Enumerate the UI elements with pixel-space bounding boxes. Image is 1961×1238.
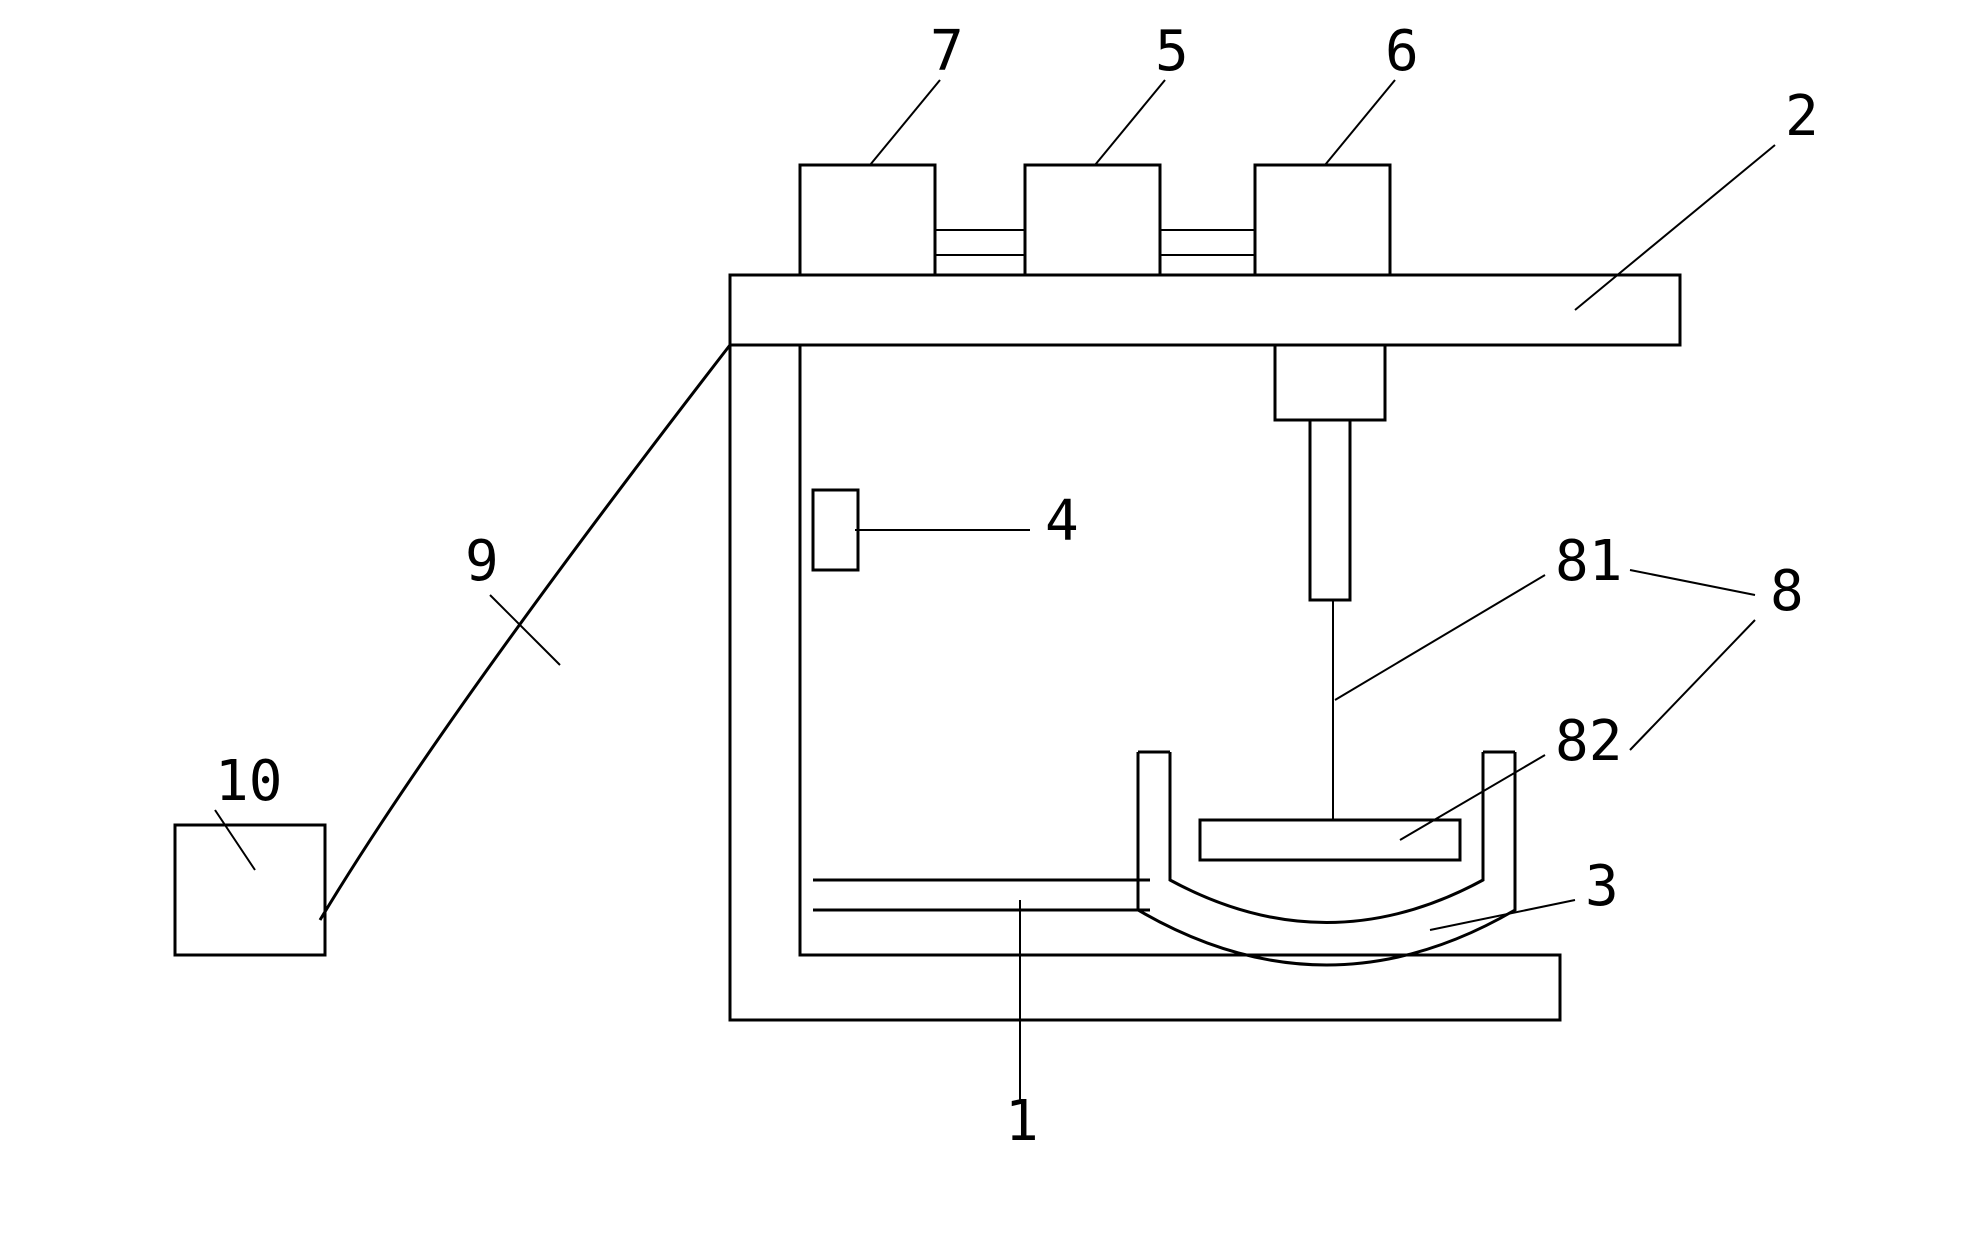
label-5: 5 — [1155, 19, 1189, 84]
box-7 — [800, 165, 935, 275]
label-7: 7 — [930, 19, 964, 84]
label-10: 10 — [215, 749, 282, 814]
label-8: 8 — [1770, 559, 1804, 624]
label-3: 3 — [1585, 854, 1619, 919]
label-4: 4 — [1045, 489, 1079, 554]
diagram-canvas: 7 5 6 2 4 81 8 82 3 9 10 1 — [0, 0, 1961, 1238]
label-6: 6 — [1385, 19, 1419, 84]
label-1: 1 — [1005, 1089, 1039, 1154]
label-81: 81 — [1555, 529, 1622, 594]
label-82: 82 — [1555, 709, 1622, 774]
label-2: 2 — [1785, 84, 1819, 149]
box-10 — [175, 825, 325, 955]
box-6 — [1255, 165, 1390, 275]
label-9: 9 — [465, 529, 499, 594]
box-5 — [1025, 165, 1160, 275]
